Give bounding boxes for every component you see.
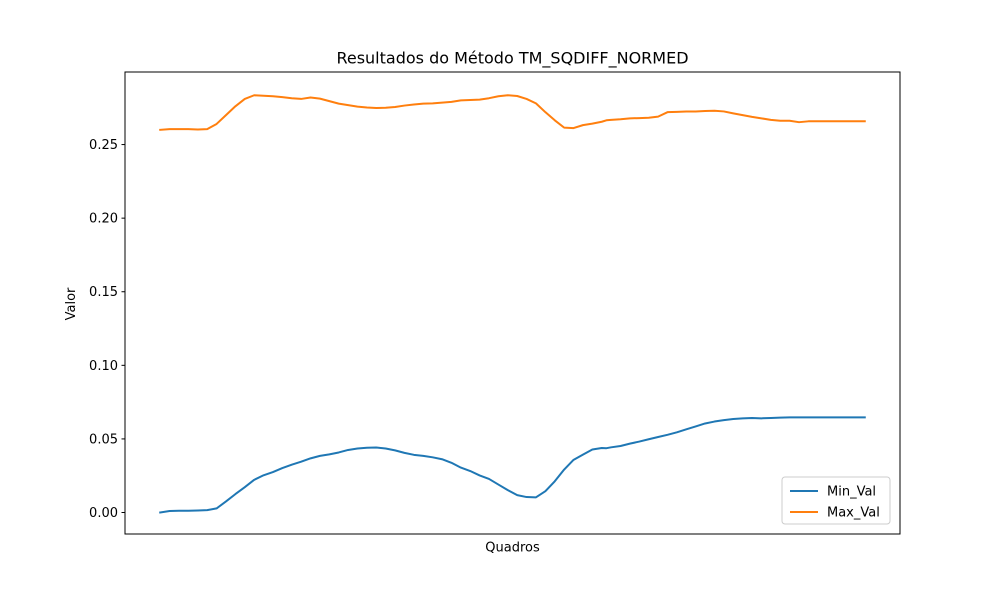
y-tick-label: 0.20: [89, 212, 118, 227]
series-layer: [159, 94, 866, 514]
axes-frame: [124, 71, 901, 535]
y-tick-label: 0.00: [89, 506, 118, 521]
y-tick-label: 0.15: [89, 285, 118, 300]
plot-background: [125, 72, 900, 534]
legend-label-min-val: Min_Val: [827, 485, 876, 500]
y-tick-label: 0.10: [89, 359, 118, 374]
chart-title: Resultados do Método TM_SQDIFF_NORMED: [336, 49, 688, 69]
series-line-min-val: [159, 416, 866, 514]
axes-layer: 0.00 0.05 0.10 0.15 0.20 0.25: [89, 71, 901, 535]
series-line-max-val: [159, 94, 866, 131]
legend-label-max-val: Max_Val: [827, 506, 880, 521]
y-tick-label: 0.25: [89, 138, 118, 153]
x-axis-label: Quadros: [485, 541, 540, 556]
y-axis-label: Valor: [64, 287, 79, 320]
y-tick-label: 0.05: [89, 432, 118, 447]
plot-area: [125, 72, 900, 534]
legend: Min_Val Max_Val: [781, 476, 891, 525]
